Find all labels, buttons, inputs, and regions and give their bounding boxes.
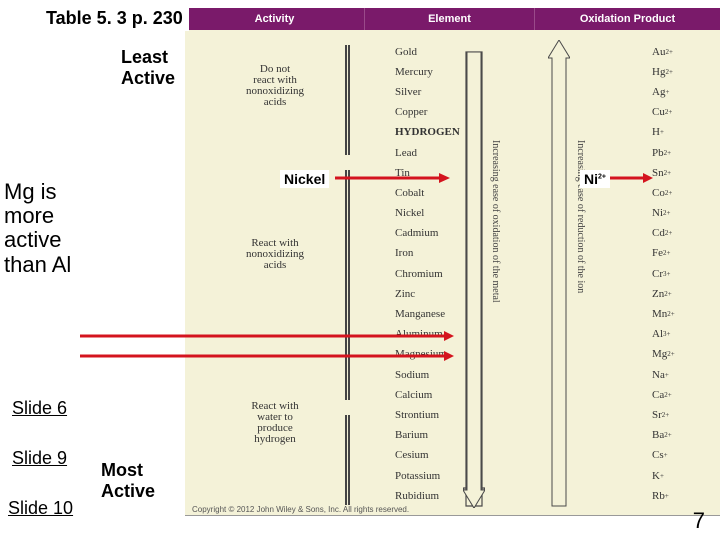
element-item: Cesium [395,446,460,466]
header-activity: Activity [185,8,365,30]
product-item: Sr2+ [652,405,675,425]
product-column: Au2+Hg2+Ag+Cu2+H+Pb2+Sn2+Co2+Ni2+Cd2+Fe2… [652,42,675,506]
slide-6-link[interactable]: Slide 6 [12,398,67,419]
product-item: Cs+ [652,446,675,466]
activity-group: Do not react with nonoxidizing acids [225,64,325,108]
element-item: Cobalt [395,183,460,203]
element-item: Zinc [395,284,460,304]
element-item: Strontium [395,405,460,425]
product-item: Mn2+ [652,304,675,324]
element-item: Silver [395,82,460,102]
header-element: Element [365,8,535,30]
product-item: Zn2+ [652,284,675,304]
group-bracket [345,45,350,155]
slide-10-link[interactable]: Slide 10 [8,498,73,519]
element-item: Cadmium [395,224,460,244]
product-item: Al3+ [652,325,675,345]
element-item: Copper [395,103,460,123]
product-item: Sn2+ [652,163,675,183]
element-item: Barium [395,426,460,446]
product-item: Cr3+ [652,264,675,284]
element-item: Lead [395,143,460,163]
activity-group: React with nonoxidizing acids [225,238,325,271]
product-item: Ba2+ [652,426,675,446]
product-item: Pb2+ [652,143,675,163]
element-item: Iron [395,244,460,264]
product-item: Na+ [652,365,675,385]
activity-column: Do not react with nonoxidizing acids Rea… [225,60,325,449]
mg-note: Mg is more active than Al [4,180,71,277]
product-item: Fe2+ [652,244,675,264]
oxidation-arrow [463,40,485,508]
element-column: GoldMercurySilverCopperHYDROGENLeadTinCo… [395,42,460,506]
page-number: 7 [693,508,705,534]
mg-arrow-1 [80,330,454,342]
product-item: Au2+ [652,42,675,62]
least-active-label: Least Active [115,45,181,91]
product-item: H+ [652,123,675,143]
product-item: Cd2+ [652,224,675,244]
group-bracket [345,415,350,505]
activity-group: React with water to produce hydrogen [225,401,325,445]
product-item: Rb+ [652,486,675,506]
header-oxidation: Oxidation Product [535,8,720,30]
element-item: Sodium [395,365,460,385]
product-item: Ni2+ [652,204,675,224]
slide-9-link[interactable]: Slide 9 [12,448,67,469]
nickel-arrow-left [335,172,450,184]
product-item: Ca2+ [652,385,675,405]
group-bracket [345,170,350,400]
element-item: Mercury [395,62,460,82]
reduction-arrow [548,40,570,508]
nickel-arrow-right [605,172,653,184]
nickel-label: Nickel [280,170,329,188]
product-item: Co2+ [652,183,675,203]
element-item: Manganese [395,304,460,324]
oxidation-label: Increasing ease of oxidation of the meta… [490,140,501,303]
reduction-label: Increasing ease of reduction of the ion [575,140,586,293]
ni-ion-label: Ni2+ [580,170,610,188]
mg-arrow-2 [80,350,454,362]
product-item: Hg2+ [652,62,675,82]
product-item: K+ [652,466,675,486]
header-bar: Activity Element Oxidation Product [185,8,720,30]
element-item: Nickel [395,204,460,224]
table-reference: Table 5. 3 p. 230 [40,6,189,31]
element-item: Chromium [395,264,460,284]
product-item: Mg2+ [652,345,675,365]
product-item: Cu2+ [652,103,675,123]
product-item: Ag+ [652,82,675,102]
element-item: Calcium [395,385,460,405]
element-item: HYDROGEN [395,123,460,143]
element-item: Potassium [395,466,460,486]
most-active-label: Most Active [95,458,161,504]
element-item: Rubidium [395,486,460,506]
element-item: Gold [395,42,460,62]
copyright-text: Copyright © 2012 John Wiley & Sons, Inc.… [192,505,409,514]
